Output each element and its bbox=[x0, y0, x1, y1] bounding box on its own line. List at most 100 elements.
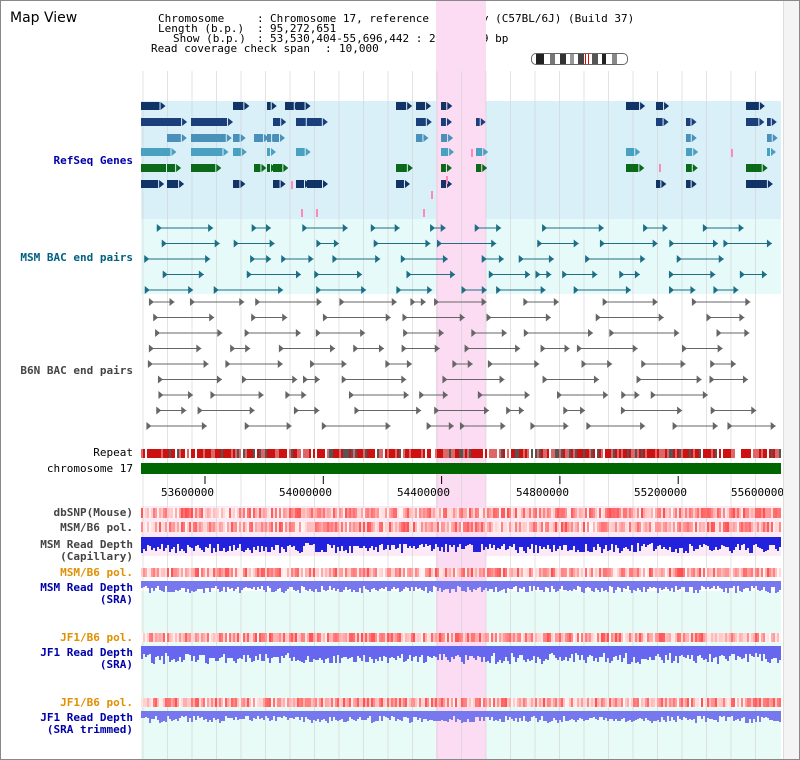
read-depth-bar bbox=[205, 537, 207, 547]
read-depth-bar bbox=[357, 581, 359, 592]
polymorphism-cell bbox=[509, 522, 511, 532]
repeat-element bbox=[303, 449, 305, 458]
polymorphism-cell bbox=[427, 633, 429, 642]
read-depth-bar bbox=[465, 711, 467, 722]
polymorphism-cell bbox=[697, 633, 699, 642]
polymorphism-cell bbox=[477, 633, 479, 642]
read-depth-bar bbox=[383, 581, 385, 589]
read-depth-bar bbox=[611, 646, 613, 661]
read-depth-bar bbox=[233, 537, 235, 545]
polymorphism-cell bbox=[707, 568, 709, 577]
read-depth-bar bbox=[647, 646, 649, 660]
polymorphism-cell bbox=[511, 522, 513, 532]
gene-strand-arrow bbox=[663, 118, 669, 126]
read-depth-bar bbox=[449, 711, 451, 719]
polymorphism-cell bbox=[587, 698, 589, 707]
polymorphism-cell bbox=[533, 522, 535, 532]
repeat-element bbox=[687, 449, 689, 458]
polymorphism-cell bbox=[341, 508, 343, 518]
read-depth-bar bbox=[465, 537, 467, 546]
b6n-bac-pair-end bbox=[244, 422, 250, 430]
read-depth-bar bbox=[335, 581, 337, 591]
polymorphism-cell bbox=[177, 633, 179, 642]
msm-bac-pair-end bbox=[314, 270, 320, 279]
read-depth-bar bbox=[461, 711, 463, 723]
repeat-element bbox=[677, 449, 679, 458]
read-depth-bar bbox=[433, 537, 435, 549]
polymorphism-cell bbox=[433, 508, 435, 518]
polymorphism-cell bbox=[525, 698, 527, 707]
read-depth-bar bbox=[531, 581, 533, 591]
read-depth-bar bbox=[151, 711, 153, 719]
read-depth-bar bbox=[327, 711, 329, 723]
polymorphism-cell bbox=[265, 568, 267, 577]
polymorphism-cell bbox=[495, 522, 497, 532]
polymorphism-cell bbox=[617, 522, 619, 532]
gene-feature bbox=[141, 180, 159, 188]
vertical-scrollbar[interactable] bbox=[783, 1, 799, 759]
read-depth-bar bbox=[539, 581, 541, 590]
read-depth-bar bbox=[389, 581, 391, 591]
read-depth-bar bbox=[245, 711, 247, 716]
gene-strand-arrow bbox=[691, 118, 697, 126]
refseq-mark bbox=[316, 209, 318, 217]
polymorphism-cell bbox=[187, 568, 189, 577]
polymorphism-cell bbox=[625, 698, 627, 707]
polymorphism-cell bbox=[555, 568, 557, 577]
read-depth-bar bbox=[681, 646, 683, 655]
polymorphism-cell bbox=[469, 568, 471, 577]
polymorphism-cell bbox=[559, 508, 561, 518]
read-depth-bar bbox=[671, 581, 673, 588]
polymorphism-cell bbox=[219, 522, 221, 532]
polymorphism-cell bbox=[369, 522, 371, 532]
polymorphism-cell bbox=[749, 522, 751, 532]
polymorphism-cell bbox=[723, 698, 725, 707]
read-depth-bar bbox=[725, 646, 727, 659]
b6n-bac-pair-end bbox=[420, 298, 426, 306]
read-depth-bar bbox=[585, 537, 587, 544]
polymorphism-cell bbox=[649, 633, 651, 642]
repeat-element bbox=[623, 449, 625, 458]
polymorphism-cell bbox=[597, 568, 599, 577]
polymorphism-cell bbox=[659, 568, 661, 577]
polymorphism-cell bbox=[265, 698, 267, 707]
polymorphism-cell bbox=[749, 633, 751, 642]
polymorphism-cell bbox=[735, 508, 737, 518]
polymorphism-cell bbox=[699, 633, 701, 642]
polymorphism-cell bbox=[321, 522, 323, 532]
read-depth-bar bbox=[607, 537, 609, 551]
genome-map-panel[interactable]: 53600000 54000000 54400000 54800000 5520… bbox=[141, 1, 797, 760]
genome-map-canvas[interactable] bbox=[141, 1, 797, 760]
polymorphism-cell bbox=[293, 568, 295, 577]
repeat-element bbox=[455, 449, 457, 458]
polymorphism-cell bbox=[345, 508, 347, 518]
chromosome-ideogram[interactable] bbox=[531, 53, 628, 65]
read-depth-bar bbox=[577, 711, 579, 720]
track-label-msm-depth-capillary: MSM Read Depth (Capillary) bbox=[40, 538, 133, 563]
repeat-element bbox=[249, 449, 251, 458]
polymorphism-cell bbox=[663, 568, 665, 577]
polymorphism-cell bbox=[435, 633, 437, 642]
read-depth-bar bbox=[141, 646, 143, 659]
polymorphism-cell bbox=[173, 508, 175, 518]
read-depth-bar bbox=[515, 646, 517, 662]
polymorphism-cell bbox=[293, 508, 295, 518]
read-depth-bar bbox=[203, 711, 205, 720]
polymorphism-cell bbox=[195, 698, 197, 707]
msm-bac-pair-end bbox=[640, 255, 646, 263]
read-depth-bar bbox=[691, 537, 693, 546]
read-depth-bar bbox=[149, 646, 151, 654]
polymorphism-cell bbox=[471, 698, 473, 707]
msm-bac-pair-end bbox=[357, 270, 363, 279]
polymorphism-cell bbox=[677, 522, 679, 532]
polymorphism-cell bbox=[387, 568, 389, 577]
b6n-bac-pair-end bbox=[217, 329, 223, 337]
polymorphism-cell bbox=[149, 633, 151, 642]
polymorphism-cell bbox=[487, 568, 489, 577]
polymorphism-cell bbox=[473, 568, 475, 577]
repeat-element bbox=[365, 449, 367, 458]
msm-bac-pair-end bbox=[373, 239, 379, 248]
read-depth-bar bbox=[653, 711, 655, 721]
read-depth-bar bbox=[629, 711, 631, 720]
polymorphism-cell bbox=[151, 698, 153, 707]
